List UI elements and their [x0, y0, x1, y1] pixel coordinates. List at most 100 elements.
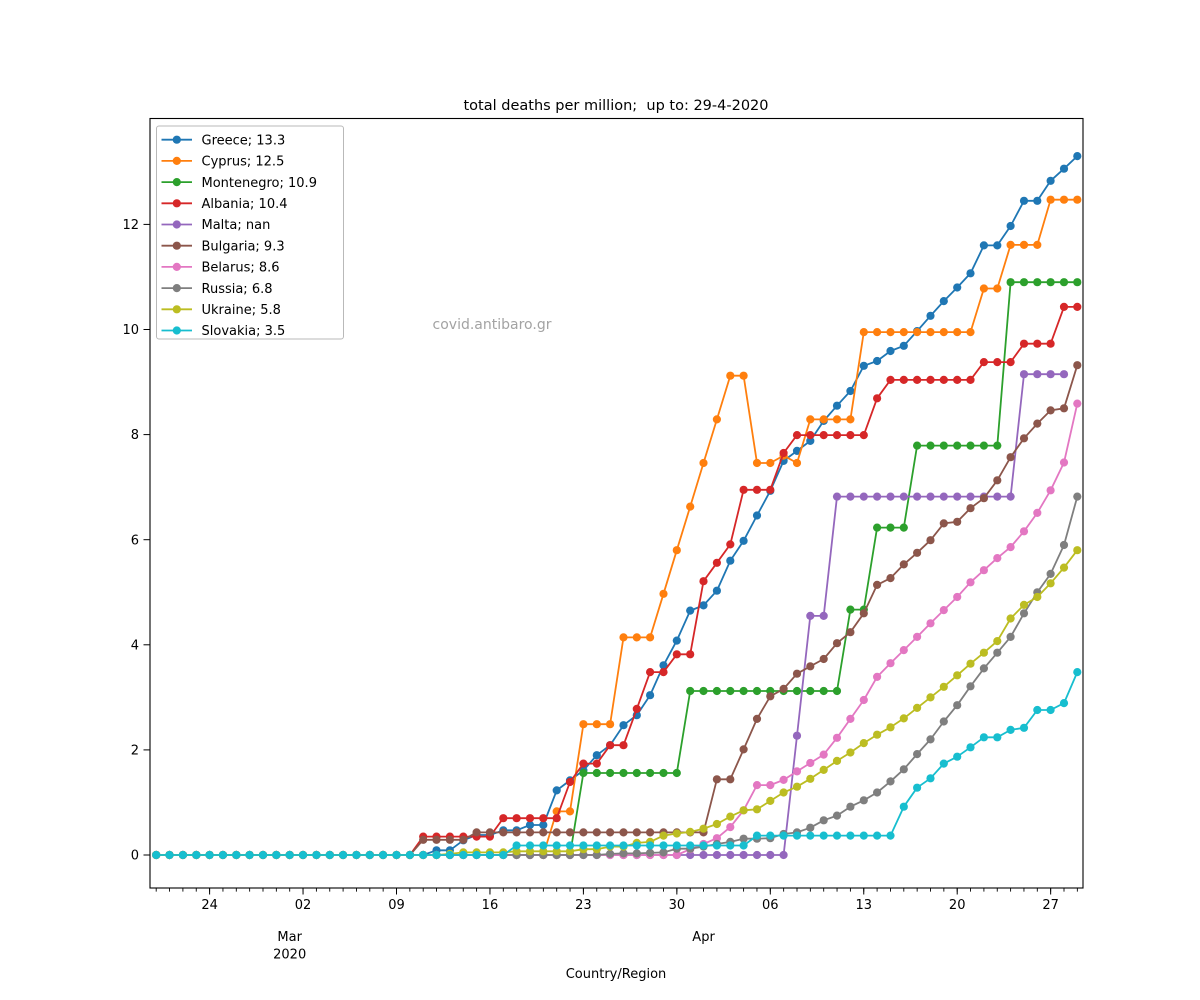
data-point-cyprus: [1059, 195, 1069, 204]
data-point-malta: [699, 850, 708, 860]
data-point-albania: [712, 558, 722, 567]
data-point-bulgaria: [726, 775, 735, 784]
data-point-albania: [806, 431, 815, 440]
data-point-albania: [539, 814, 548, 823]
data-point-slovakia: [552, 841, 561, 850]
data-point-montenegro: [966, 441, 975, 450]
data-point-bulgaria: [592, 828, 601, 837]
data-point-slovakia: [1046, 705, 1055, 715]
data-point-bulgaria: [1046, 406, 1055, 415]
data-point-albania: [592, 759, 601, 768]
data-point-greece: [1046, 176, 1055, 185]
x-month-label: Apr: [692, 930, 715, 945]
data-point-slovakia: [766, 831, 775, 840]
data-point-belarus: [752, 781, 762, 790]
data-point-albania: [1046, 339, 1055, 348]
data-point-slovakia: [512, 841, 521, 850]
data-point-belarus: [712, 834, 722, 843]
data-point-greece: [712, 586, 722, 595]
data-point-russia: [886, 777, 895, 786]
data-point-belarus: [672, 850, 681, 860]
data-point-russia: [859, 796, 868, 805]
data-point-slovakia: [926, 774, 935, 783]
data-point-belarus: [806, 758, 815, 768]
legend-marker-dot: [172, 156, 181, 165]
data-point-slovakia: [539, 841, 548, 850]
data-point-montenegro: [712, 686, 722, 696]
data-point-greece: [539, 820, 548, 830]
legend-item-montenegro: Montenegro; 10.9: [161, 176, 317, 191]
data-point-bulgaria: [1073, 361, 1082, 370]
legend-marker-dot: [172, 135, 181, 144]
data-point-cyprus: [926, 328, 935, 337]
data-point-ukraine: [819, 765, 828, 775]
data-point-malta: [1046, 370, 1055, 379]
data-point-cyprus: [672, 546, 681, 555]
data-point-bulgaria: [766, 692, 775, 701]
data-point-ukraine: [552, 847, 561, 856]
data-point-montenegro: [592, 768, 601, 778]
data-point-slovakia: [939, 759, 948, 768]
data-point-bulgaria: [819, 654, 828, 664]
data-point-ukraine: [565, 847, 575, 856]
data-point-belarus: [726, 823, 735, 832]
data-point-belarus: [939, 606, 948, 615]
data-point-cyprus: [619, 633, 628, 642]
data-point-ukraine: [659, 831, 668, 840]
data-point-slovakia: [485, 850, 494, 860]
data-point-montenegro: [979, 441, 989, 450]
data-point-russia: [592, 850, 601, 860]
data-point-greece: [993, 241, 1002, 250]
data-point-slovakia: [672, 841, 681, 850]
data-point-albania: [1059, 302, 1069, 311]
data-point-montenegro: [1019, 278, 1029, 287]
legend-label: Belarus; 8.6: [202, 261, 280, 276]
data-point-ukraine: [525, 847, 535, 856]
data-point-ukraine: [726, 812, 735, 821]
data-point-russia: [646, 848, 655, 858]
data-point-cyprus: [939, 328, 948, 337]
data-point-slovakia: [606, 841, 615, 850]
legend-marker-dot: [172, 241, 181, 250]
data-point-slovakia: [846, 831, 855, 840]
legend-item-russia: Russia; 6.8: [161, 282, 273, 297]
data-point-montenegro: [672, 768, 681, 778]
data-point-russia: [1046, 569, 1055, 579]
data-point-ukraine: [539, 847, 548, 856]
data-point-slovakia: [245, 850, 254, 860]
data-point-russia: [632, 849, 641, 858]
data-point-russia: [913, 750, 922, 759]
data-point-montenegro: [926, 441, 935, 450]
data-point-ukraine: [766, 796, 775, 806]
data-point-bulgaria: [552, 828, 561, 837]
data-point-malta: [752, 850, 762, 860]
data-point-albania: [686, 650, 695, 659]
data-point-belarus: [846, 714, 855, 724]
legend-item-slovakia: Slovakia; 3.5: [161, 324, 285, 339]
data-point-malta: [726, 850, 735, 860]
data-point-slovakia: [646, 841, 655, 850]
series-line-bulgaria: [156, 364, 1079, 856]
data-point-greece: [739, 536, 748, 545]
series-ukraine: [152, 546, 1082, 860]
legend-marker-dot: [172, 326, 181, 335]
data-point-bulgaria: [779, 684, 788, 694]
data-point-bulgaria: [632, 828, 641, 837]
data-point-albania: [792, 431, 802, 440]
data-point-bulgaria: [512, 828, 521, 837]
data-point-slovakia: [993, 733, 1002, 742]
data-point-montenegro: [886, 523, 895, 532]
data-point-ukraine: [859, 739, 868, 748]
data-point-ukraine: [886, 723, 895, 732]
x-tick-label: 27: [1042, 898, 1059, 913]
legend-item-ukraine: Ukraine; 5.8: [161, 303, 281, 318]
data-point-slovakia: [339, 850, 348, 860]
data-point-slovakia: [886, 831, 895, 840]
data-point-slovakia: [832, 831, 842, 840]
series-line-ukraine: [156, 549, 1079, 856]
data-point-bulgaria: [939, 519, 948, 528]
y-tick-label: 8: [131, 428, 139, 443]
data-point-russia: [873, 788, 882, 797]
data-point-ukraine: [1046, 579, 1055, 588]
data-point-russia: [979, 664, 989, 673]
